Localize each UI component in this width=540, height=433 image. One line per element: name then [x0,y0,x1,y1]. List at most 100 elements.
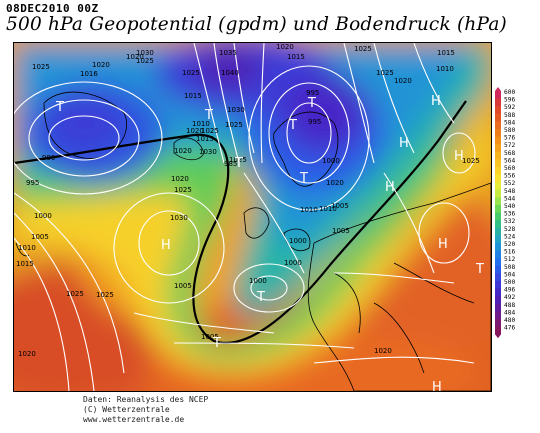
isobar-label: 1010 [319,205,337,213]
high-pressure-symbol: H [432,380,442,391]
legend-swatch [495,258,501,267]
isobar-label: 985 [224,160,237,168]
high-pressure-symbol: H [454,149,464,164]
legend-swatch [495,167,501,176]
isobar-label: 1025 [96,291,114,299]
isobar-label: 1025 [376,69,394,77]
isobar-label: 1015 [437,49,455,57]
legend-swatch [495,243,501,252]
low-pressure-symbol: T [256,290,265,305]
legend-level-label: 476 [504,325,515,332]
credit-source: Daten: Reanalysis des NCEP [83,395,209,404]
legend-swatch [495,212,501,221]
isobar-label: 1015 [196,135,214,143]
isobar-label: 1015 [184,92,202,100]
high-pressure-symbol: H [431,94,441,109]
isobar-label: 1020 [174,147,192,155]
legend-level-label: 592 [504,104,515,111]
isobar-label: 1005 [31,233,49,241]
coastlines [15,91,491,391]
isobar-label: 1010 [436,65,454,73]
legend-swatch [495,174,501,183]
legend-swatch [495,98,501,107]
high-pressure-symbol: H [399,136,409,151]
geopotential-field [14,43,491,391]
legend-swatch [495,326,501,335]
legend-cap-bottom [495,334,501,339]
legend-level-label: 512 [504,256,515,263]
isobar-label: 1025 [174,186,192,194]
isobar-label: 1000 [284,259,302,267]
legend-swatch [495,91,501,100]
isobar-label: 1030 [170,214,188,222]
low-pressure-symbol: T [288,118,297,133]
legend-swatch [495,311,501,320]
weather-map: 1025 1020 1016 1030 1020 1025 1025 1035 … [13,42,492,392]
isobar-label: 1020 [92,61,110,69]
legend-level-label: 520 [504,241,515,248]
isobar-label: 995 [308,118,321,126]
legend-swatch [495,250,501,259]
isobars [14,43,476,391]
isobar-label: 1025 [354,45,372,53]
credit-website: www.wetterzentrale.de [83,415,185,424]
isobar-label: 1010 [18,244,36,252]
legend-level-label: 564 [504,157,515,164]
isobar-label: 1000 [289,237,307,245]
isobar-label: 1025 [201,127,219,135]
legend-level-label: 588 [504,112,515,119]
legend-swatch [495,144,501,153]
legend-level-label: 524 [504,233,515,240]
isobar-label: 1030 [136,49,154,57]
isobar-label: 1035 [219,49,237,57]
isobar-label: 1005 [332,227,350,235]
legend-swatch [495,205,501,214]
low-pressure-symbol: T [307,96,316,111]
legend-swatch [495,319,501,328]
isobar-label: 1005 [174,282,192,290]
legend-level-label: 548 [504,188,515,195]
legend-level-label: 536 [504,211,515,218]
isobar-label: 1005 [331,202,349,210]
legend-level-label: 568 [504,150,515,157]
legend-level-label: 600 [504,89,515,96]
isobar-label: 1000 [322,157,340,165]
legend-swatch [495,121,501,130]
isobar-label: 1005 [201,333,219,341]
legend-level-label: 516 [504,249,515,256]
legend-level-label: 492 [504,294,515,301]
isobar-label: 1020 [18,350,36,358]
legend-level-label: 488 [504,302,515,309]
legend-level-label: 504 [504,271,515,278]
legend-swatch [495,151,501,160]
colour-legend: 600 596 592 588 584 580 576 572 568 564 560 556 552 5… [493,87,539,343]
legend-swatch [495,235,501,244]
map-title: 500 hPa Geopotential (gpdm) und Bodendru… [6,14,507,35]
isobar-label: 1040 [221,69,239,77]
legend-swatch [495,303,501,312]
isobar-label: 1020 [394,77,412,85]
legend-swatch [495,220,501,229]
low-pressure-symbol: T [212,336,221,351]
legend-level-label: 540 [504,203,515,210]
isobar-label: 1020 [171,175,189,183]
legend-swatch [495,197,501,206]
legend-swatch [495,106,501,115]
isobar-label: 995 [26,179,39,187]
isobar-label: 1025 [462,157,480,165]
low-pressure-symbol: T [475,262,484,277]
isobar-label: 1025 [66,290,84,298]
legend-swatch [495,281,501,290]
isobar-labels: 1025 1020 1016 1030 1020 1025 1025 1035 … [16,43,480,358]
high-pressure-symbol: H [161,238,171,253]
isobar-label: 1020 [126,53,144,61]
high-pressure-symbol: H [385,180,395,195]
legend-level-label: 500 [504,279,515,286]
low-pressure-symbol: T [55,100,64,115]
isobar-label: 1015 [16,260,34,268]
legend-swatch [495,113,501,122]
legend-level-label: 480 [504,317,515,324]
isobar-label: 990 [42,154,55,162]
legend-level-label: 508 [504,264,515,271]
legend-level-label: 528 [504,226,515,233]
